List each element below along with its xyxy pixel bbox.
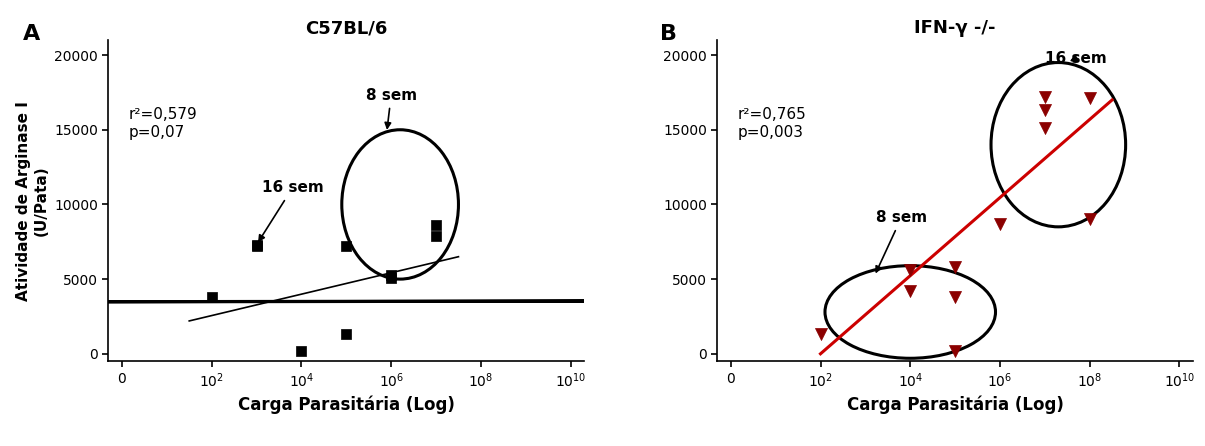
Text: 16 sem: 16 sem [1046,50,1107,66]
Point [1035,125,1054,132]
Point [1080,216,1099,223]
Point [946,264,965,271]
Text: 16 sem: 16 sem [259,181,323,241]
Text: r²=0,579
p=0,07: r²=0,579 p=0,07 [129,107,198,140]
Point [382,271,401,278]
Point [991,220,1010,227]
X-axis label: Carga Parasitária (Log): Carga Parasitária (Log) [237,396,454,414]
Point [247,241,266,248]
Title: IFN-γ -/-: IFN-γ -/- [915,19,995,37]
Text: 8 sem: 8 sem [365,88,417,128]
Point [427,222,446,229]
Point [900,288,919,295]
X-axis label: Carga Parasitária (Log): Carga Parasitária (Log) [847,396,1064,414]
Y-axis label: Atividade de Arginase I
(U/Pata): Atividade de Arginase I (U/Pata) [16,101,48,301]
Point [427,232,446,240]
Text: 8 sem: 8 sem [876,211,927,272]
Title: C57BL/6: C57BL/6 [305,19,388,37]
Text: B: B [660,24,677,44]
Point [382,274,401,281]
Text: A: A [23,24,40,44]
Point [247,243,266,250]
Point [336,331,355,338]
Point [946,347,965,355]
Point [1035,107,1054,114]
Text: r²=0,765
p=0,003: r²=0,765 p=0,003 [737,107,806,140]
Point [946,293,965,301]
Point [202,293,222,301]
Point [1035,93,1054,100]
Point [811,331,830,338]
Point [336,243,355,250]
Point [292,347,311,355]
Point [900,267,919,274]
Point [1080,95,1099,102]
